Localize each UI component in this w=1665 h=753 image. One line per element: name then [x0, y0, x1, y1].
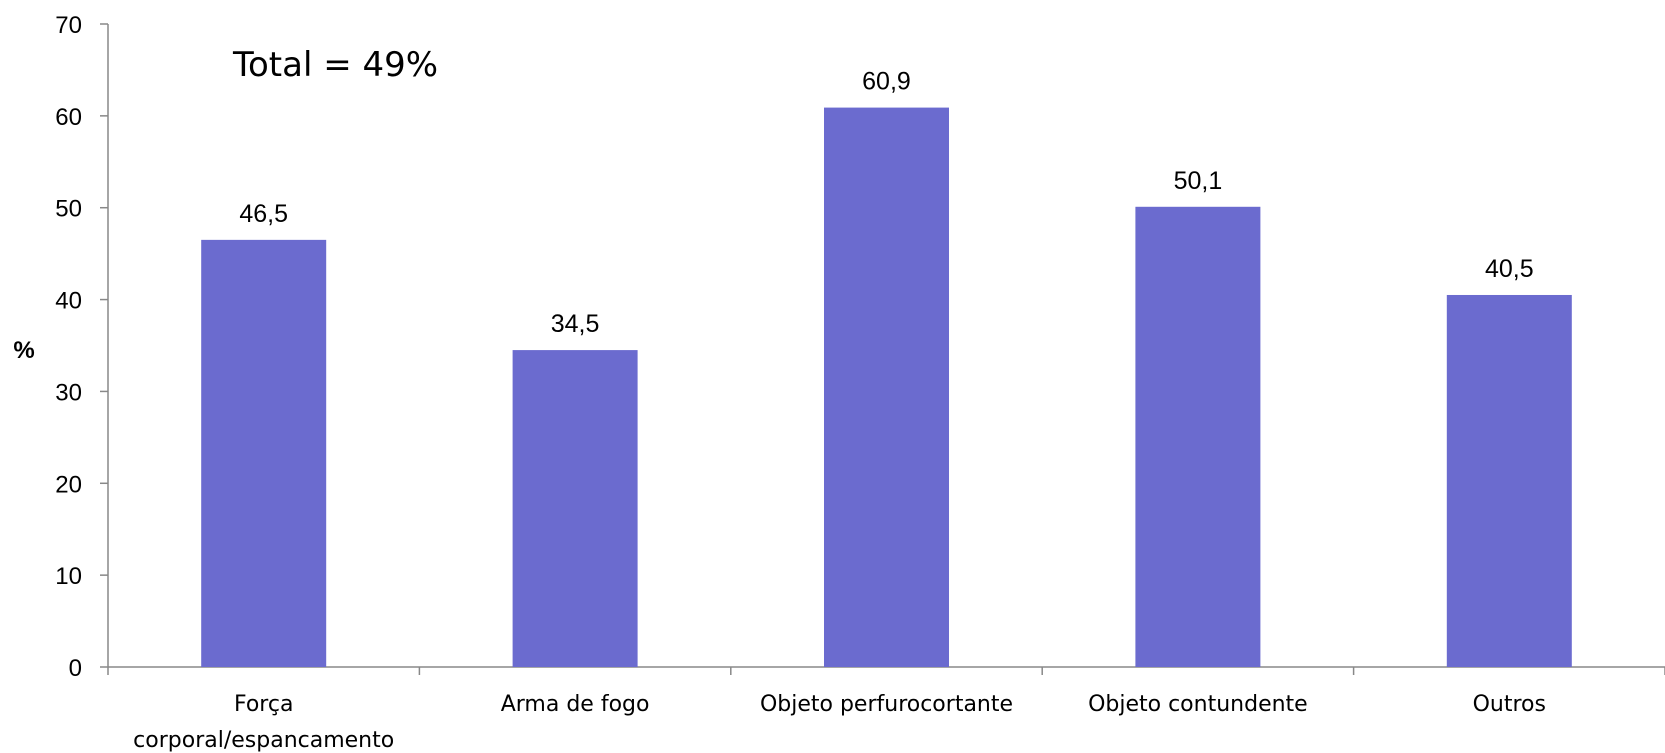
- category-label-line: corporal/espancamento: [133, 728, 394, 753]
- category-label-line: Arma de fogo: [501, 692, 650, 717]
- y-tick-label: 30: [55, 379, 82, 406]
- bar: [1446, 294, 1572, 667]
- category-label: Objeto perfurocortante: [760, 692, 1013, 717]
- value-label: 34,5: [551, 310, 600, 338]
- bar: [824, 107, 949, 668]
- value-label: 60,9: [862, 68, 911, 96]
- y-axis-label: %: [13, 337, 34, 364]
- bar: [201, 239, 327, 667]
- category-label: Força corporal/espancamento: [133, 692, 394, 753]
- bar: [512, 350, 638, 667]
- bar: [1135, 206, 1261, 667]
- category-label: Objeto contundente: [1088, 692, 1308, 717]
- category-label-line: Força: [234, 692, 293, 717]
- value-label: 46,5: [239, 200, 288, 228]
- labels: 0 10 20 30 40 50 60 70 46,5 Força corporal/espanca…: [55, 12, 1546, 753]
- y-tick-label: 0: [69, 655, 82, 682]
- y-tick-label: 70: [55, 12, 82, 39]
- total-annotation: Total = 49%: [232, 45, 438, 85]
- category-label-line: Objeto perfurocortante: [760, 692, 1013, 717]
- category-label: Outros: [1473, 692, 1546, 717]
- y-tick-label: 60: [55, 104, 82, 131]
- value-label: 40,5: [1485, 255, 1534, 283]
- category-label-line: Objeto contundente: [1088, 692, 1308, 717]
- category-label-line: Outros: [1473, 692, 1546, 717]
- value-label: 50,1: [1174, 167, 1223, 195]
- y-tick-label: 10: [55, 563, 82, 590]
- y-tick-label: 20: [55, 471, 82, 498]
- y-tick-label: 50: [55, 196, 82, 223]
- bars: [201, 107, 1572, 668]
- y-tick-label: 40: [55, 288, 82, 315]
- category-label: Arma de fogo: [501, 692, 650, 717]
